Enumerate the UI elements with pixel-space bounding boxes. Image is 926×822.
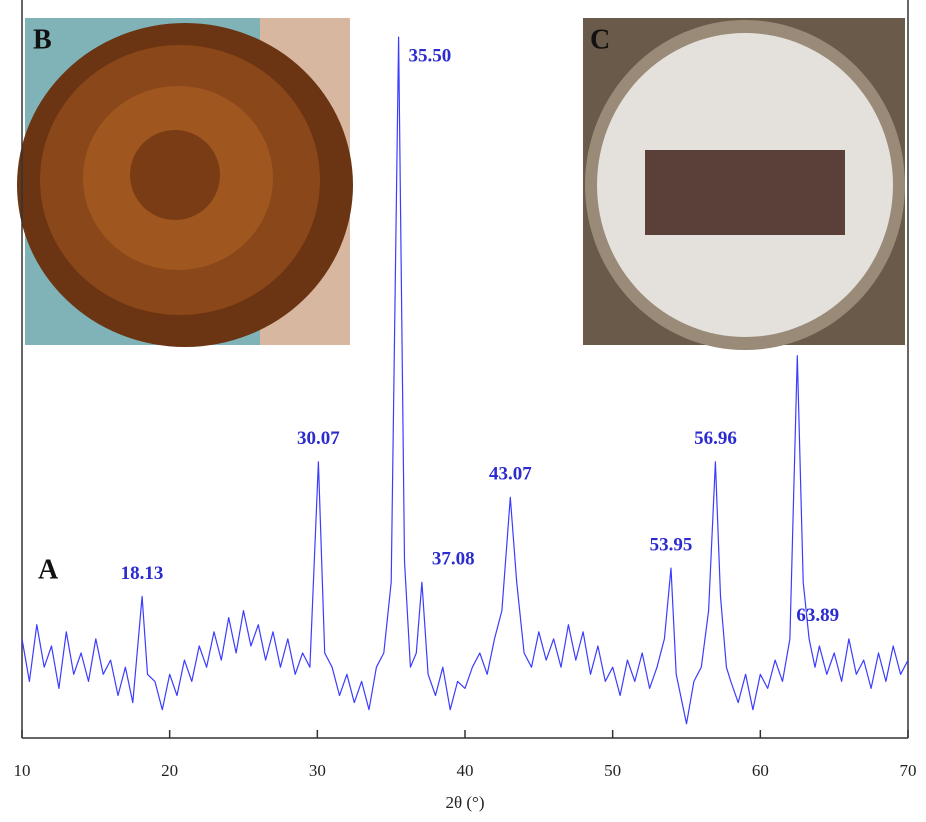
panel-label: A: [38, 554, 59, 585]
peak-label: 37.08: [432, 549, 475, 570]
x-tick-label: 40: [457, 761, 474, 780]
peak-label: 56.96: [694, 428, 737, 449]
peak-label: 43.07: [489, 464, 532, 485]
x-tick-label: 50: [604, 761, 621, 780]
page: {"chart_data": {"type": "line", "xlabel"…: [0, 0, 926, 822]
peak-label: 30.07: [297, 428, 340, 449]
inset-photo-b: [17, 18, 353, 347]
x-tick-label: 70: [900, 761, 917, 780]
x-tick-label: 60: [752, 761, 769, 780]
x-tick-label: 10: [14, 761, 31, 780]
x-tick-label: 20: [161, 761, 178, 780]
peak-label: 35.50: [409, 45, 452, 66]
panel-label: C: [590, 24, 610, 55]
x-tick-label: 30: [309, 761, 326, 780]
chart: B C A 2θ (°) 10 20 30 40 50 60 70 18.13 30.07 35.…: [0, 0, 926, 822]
peak-label: 53.95: [650, 534, 693, 555]
peak-label: 18.13: [121, 563, 164, 584]
x-axis-label: 2θ (°): [445, 793, 484, 812]
peak-label: 63.89: [796, 605, 839, 626]
panel-label: B: [33, 24, 52, 55]
inset-photo-c: [583, 18, 905, 350]
